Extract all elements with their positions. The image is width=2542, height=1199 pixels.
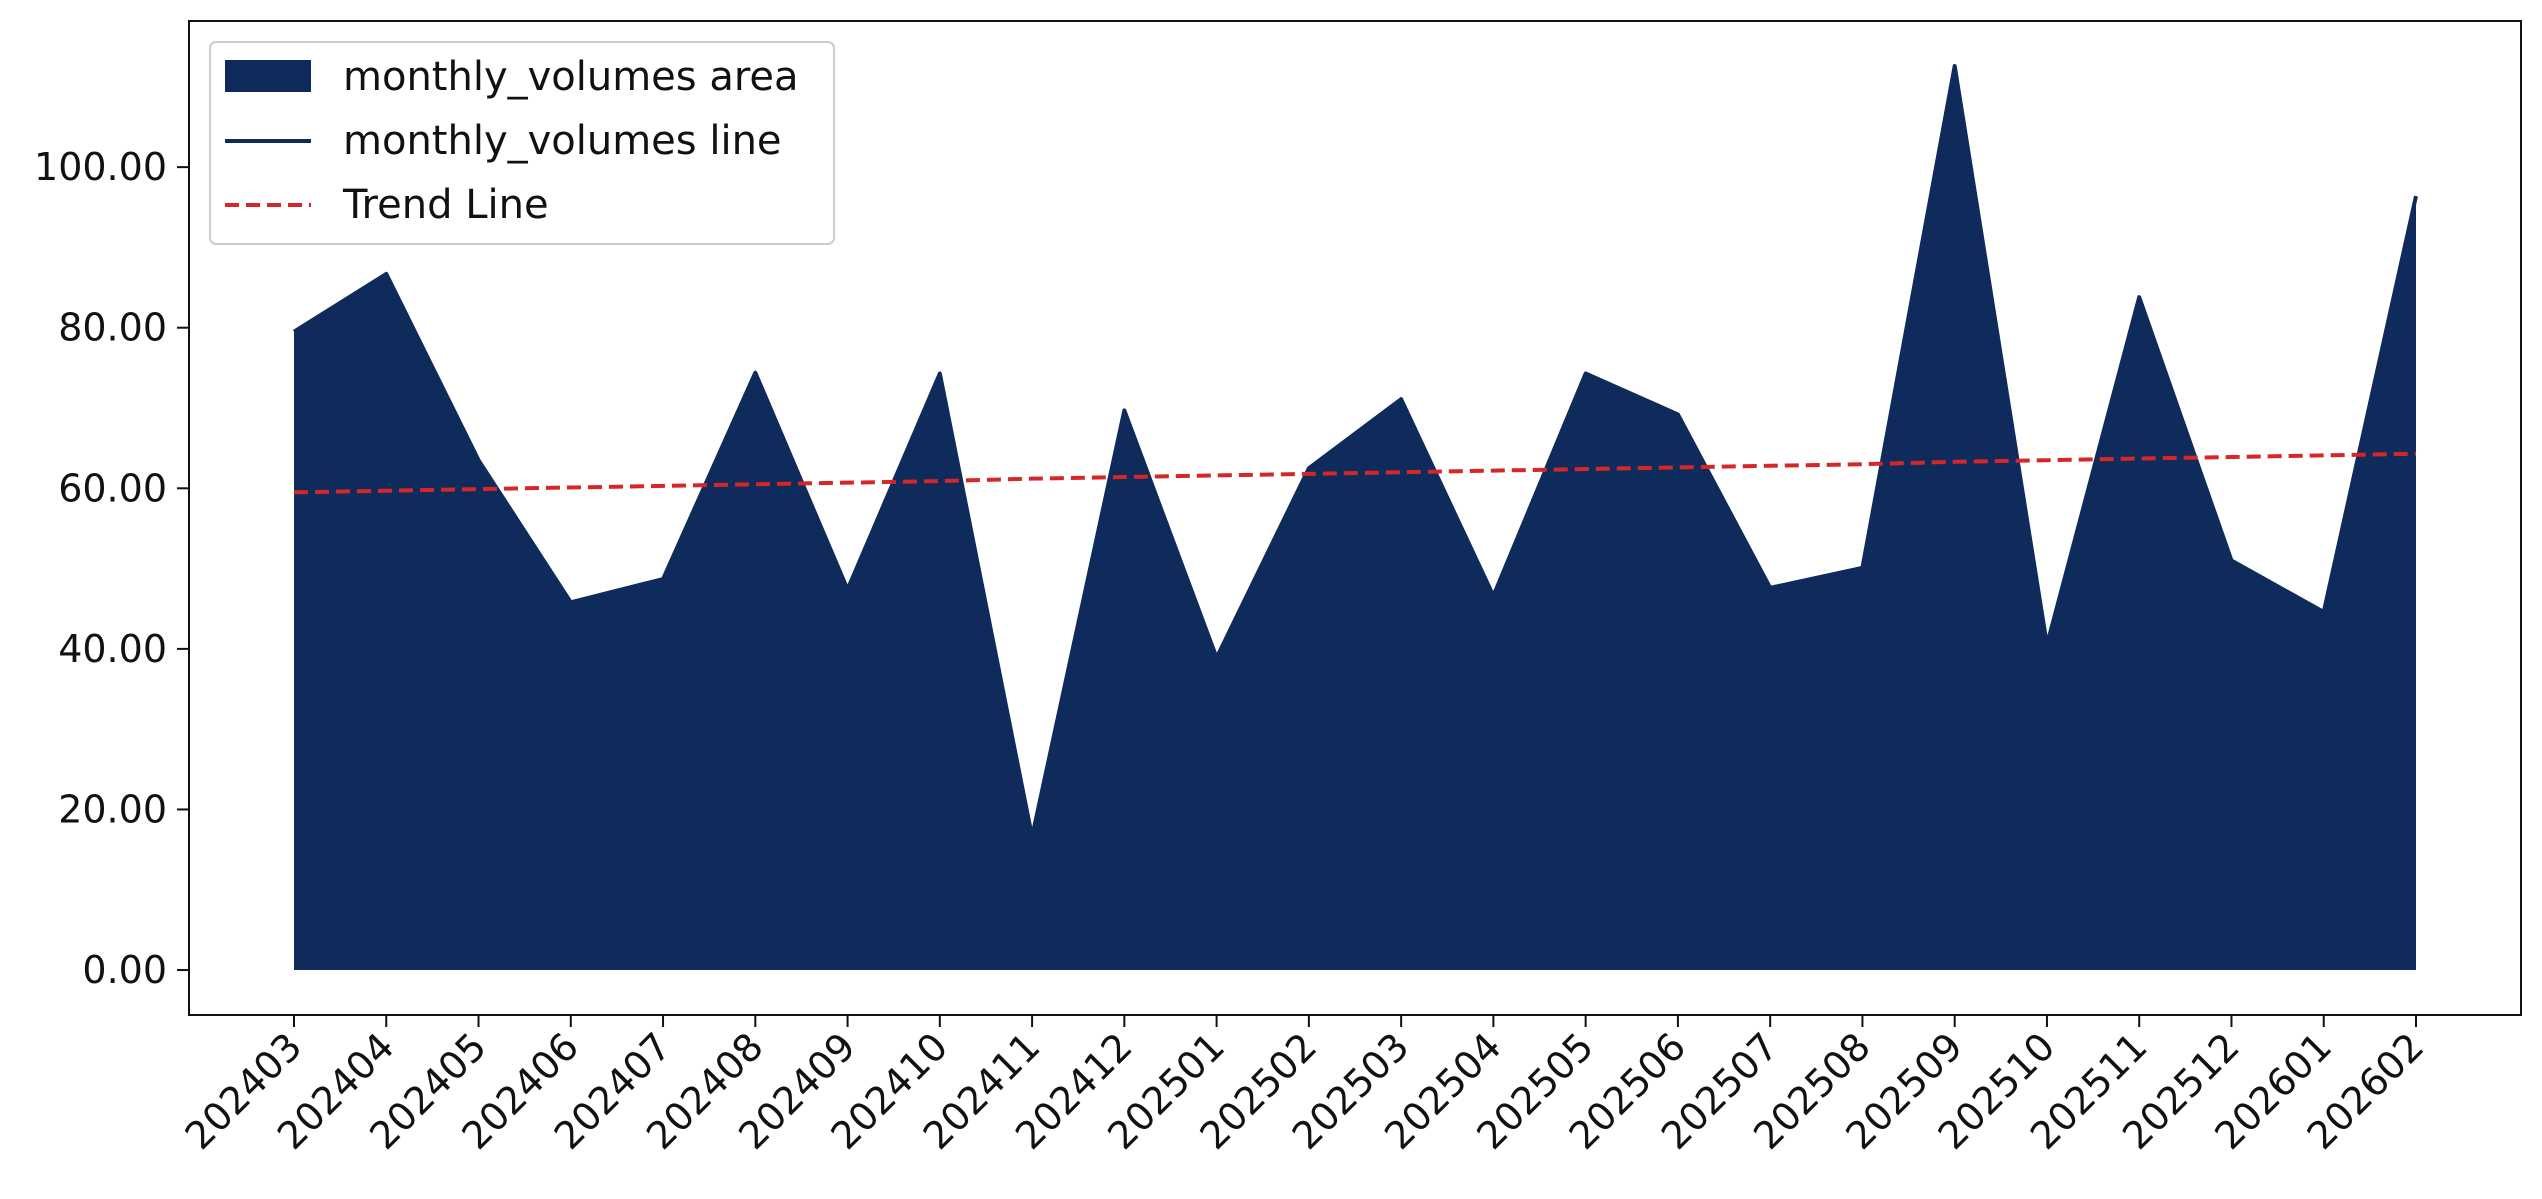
line-layer <box>292 63 2418 839</box>
plot-frame <box>188 20 2522 1016</box>
legend-label-trend: Trend Line <box>342 182 549 228</box>
legend-box <box>209 41 835 245</box>
trend-layer <box>293 451 2417 495</box>
series-line <box>292 63 2418 839</box>
legend: monthly_volumes area monthly_volumes lin… <box>209 41 835 245</box>
y-tick-label: 80.00 <box>58 306 167 350</box>
y-tick-label: 20.00 <box>58 787 167 831</box>
y-axis: 0.00 20.00 40.00 60.00 80.00 100.00 <box>34 145 189 992</box>
trend-line <box>293 451 2417 495</box>
area-fill <box>294 65 2416 971</box>
legend-label-line: monthly_volumes line <box>343 118 782 164</box>
y-tick-label: 100.00 <box>34 145 167 189</box>
legend-swatch-area <box>225 60 311 92</box>
y-tick-label: 40.00 <box>58 627 167 671</box>
y-tick-label: 0.00 <box>82 948 167 992</box>
y-tick-label: 60.00 <box>58 466 167 510</box>
legend-label-area: monthly_volumes area <box>343 54 799 100</box>
area-layer <box>294 65 2416 971</box>
